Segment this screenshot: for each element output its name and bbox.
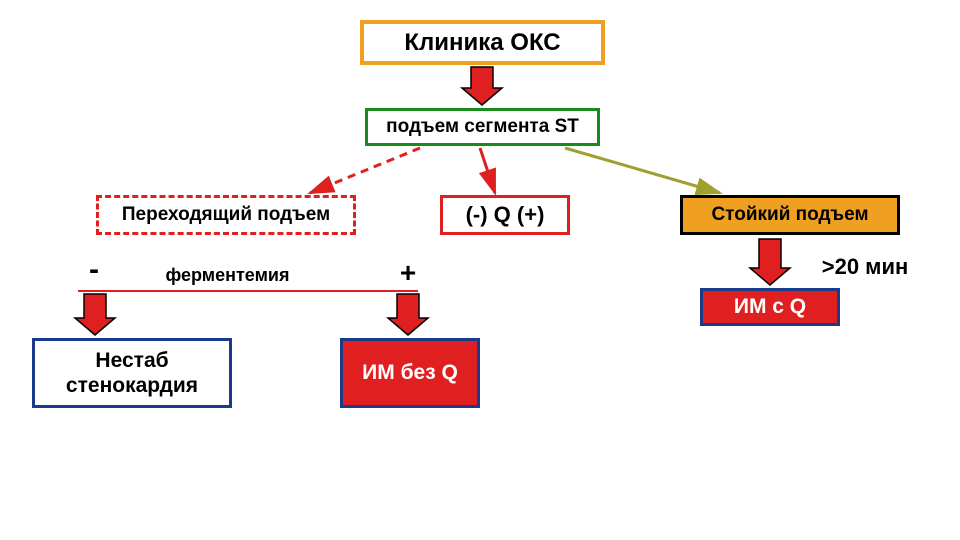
block-arrow-2 [388, 294, 428, 335]
block-arrow-3 [750, 239, 790, 285]
node-gt20: >20 мин [800, 252, 930, 282]
node-persistent: Стойкий подъем [680, 195, 900, 235]
node-qpm: (-) Q (+) [440, 195, 570, 235]
thin-arrow-5 [480, 148, 495, 193]
node-ferment: ферментемия [140, 262, 315, 288]
thin-arrow-6 [565, 148, 720, 193]
node-transient: Переходящий подъем [96, 195, 356, 235]
node-title: Клиника ОКС [360, 20, 605, 65]
node-imq: ИМ с Q [700, 288, 840, 326]
node-minus: - [79, 255, 109, 285]
block-arrow-0 [462, 67, 502, 105]
thin-arrow-4 [310, 148, 420, 193]
node-plus: + [393, 258, 423, 288]
node-st: подъем сегмента ST [365, 108, 600, 146]
hline-ferment_line [78, 290, 418, 292]
block-arrow-1 [75, 294, 115, 335]
node-imnoq: ИМ без Q [340, 338, 480, 408]
node-unstable: Нестаб стенокардия [32, 338, 232, 408]
